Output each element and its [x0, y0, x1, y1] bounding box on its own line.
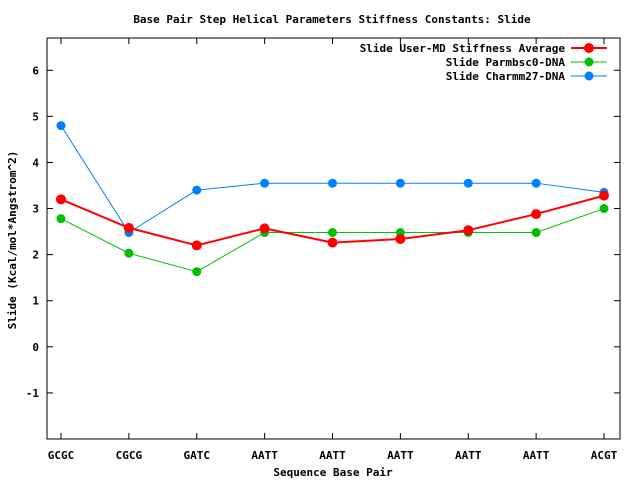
x-axis: GCGC CGCG GATC AATT AATT AATT AATT AATT ACGT	[48, 38, 618, 462]
legend-label: Slide User-MD Stiffness Average	[360, 42, 566, 55]
y-tick-label: 0	[32, 341, 39, 354]
data-point	[191, 240, 202, 251]
data-point	[123, 222, 134, 233]
data-point	[599, 204, 609, 214]
x-tick-label: AATT	[455, 449, 482, 462]
x-tick-label: AATT	[387, 449, 414, 462]
data-point	[192, 267, 202, 277]
x-tick-label: AATT	[523, 449, 550, 462]
x-tick-label: AATT	[251, 449, 278, 462]
data-point	[395, 233, 406, 244]
y-tick-label: 1	[32, 295, 39, 308]
data-point	[259, 223, 270, 234]
x-tick-label: AATT	[319, 449, 346, 462]
data-point	[327, 237, 338, 248]
legend-swatch-marker	[584, 71, 594, 81]
y-tick-label: -1	[26, 387, 40, 400]
x-axis-label: Sequence Base Pair	[273, 466, 393, 479]
data-point	[328, 228, 337, 238]
legend-label: Slide Charmm27-DNA	[446, 70, 566, 83]
series-layer	[56, 121, 609, 277]
data-point	[463, 178, 473, 188]
legend-swatch-marker	[584, 43, 594, 53]
data-point	[192, 185, 202, 195]
legend-label: Slide Parmbsc0-DNA	[446, 56, 566, 69]
data-point	[463, 225, 474, 236]
data-point	[124, 248, 134, 258]
data-point	[56, 194, 66, 205]
data-point	[531, 209, 542, 220]
data-point	[328, 178, 337, 188]
x-tick-label: CGCG	[116, 449, 143, 462]
series-1	[56, 190, 609, 251]
x-tick-label: ACGT	[591, 449, 618, 462]
series-3	[56, 121, 609, 238]
legend-swatch-marker	[584, 57, 594, 67]
y-axis: -1 0 1 2 3 4 5 6	[26, 64, 620, 400]
plot-frame	[46, 37, 621, 440]
data-point	[531, 228, 541, 238]
data-point	[531, 178, 541, 188]
y-tick-label: 2	[32, 249, 39, 262]
data-point	[56, 214, 66, 224]
x-tick-label: GATC	[184, 449, 211, 462]
data-point	[56, 121, 66, 131]
data-point	[395, 178, 405, 188]
data-point	[599, 190, 609, 201]
y-tick-label: 5	[32, 110, 39, 123]
x-tick-label: GCGC	[48, 449, 75, 462]
y-tick-label: 6	[32, 64, 39, 77]
y-tick-label: 3	[32, 203, 39, 216]
chart-title: Base Pair Step Helical Parameters Stiffn…	[133, 13, 531, 26]
y-axis-label: Slide (Kcal/mol*Angstrom^2)	[6, 151, 19, 330]
data-point	[260, 178, 270, 188]
y-tick-label: 4	[32, 156, 39, 169]
